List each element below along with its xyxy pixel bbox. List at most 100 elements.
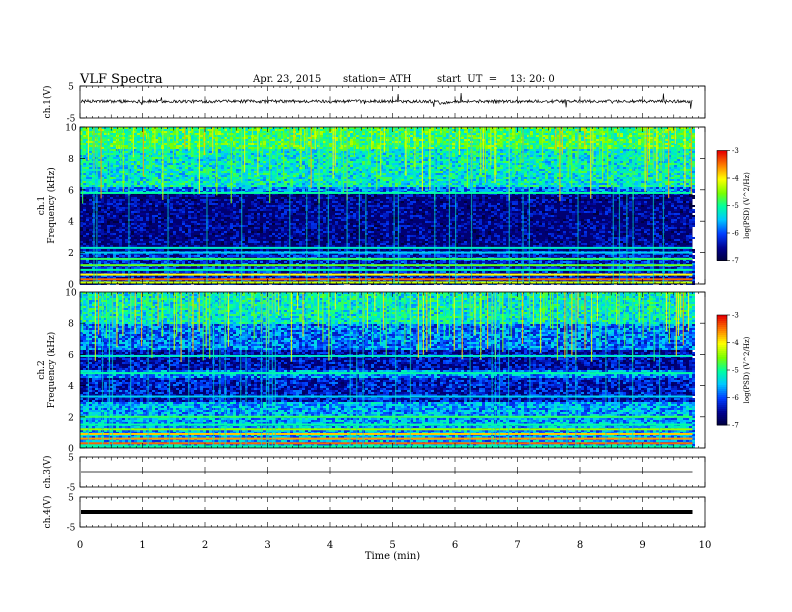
psd-cell xyxy=(377,131,380,133)
psd-cell xyxy=(356,135,359,137)
psd-cell xyxy=(671,131,674,133)
psd-cell xyxy=(524,137,527,139)
psd-cell xyxy=(290,139,293,141)
psd-cell xyxy=(170,139,173,141)
psd-cell xyxy=(431,131,434,133)
psd-cell xyxy=(272,139,275,141)
psd-cell xyxy=(200,131,203,133)
psd-cell xyxy=(254,133,257,135)
psd-cell xyxy=(83,139,86,141)
psd-cell xyxy=(446,139,449,141)
psd-cell xyxy=(245,139,248,141)
psd-cell xyxy=(236,135,239,137)
psd-cell xyxy=(254,135,257,137)
psd-cell xyxy=(692,137,695,139)
psd-cell xyxy=(608,129,611,131)
psd-cell xyxy=(263,139,266,141)
psd-cell xyxy=(473,137,476,139)
psd-cell xyxy=(410,133,413,135)
psd-cell xyxy=(497,129,500,131)
psd-cell xyxy=(545,133,548,135)
psd-cell xyxy=(89,137,92,139)
psd-cell xyxy=(506,129,509,131)
psd-cell xyxy=(437,137,440,139)
psd-cell xyxy=(452,129,455,131)
psd-cell xyxy=(140,137,143,139)
psd-cell xyxy=(572,129,575,131)
psd-cell xyxy=(581,137,584,139)
psd-cell xyxy=(389,129,392,131)
psd-cell xyxy=(665,133,668,135)
psd-cell xyxy=(608,135,611,137)
psd-cell xyxy=(692,133,695,135)
psd-cell xyxy=(587,131,590,133)
psd-cell xyxy=(83,131,86,133)
psd-cell xyxy=(104,137,107,139)
psd-cell xyxy=(536,137,539,139)
psd-cell xyxy=(680,129,683,131)
psd-cell xyxy=(254,137,257,139)
psd-cell xyxy=(218,131,221,133)
psd-cell xyxy=(350,137,353,139)
psd-cell xyxy=(185,137,188,139)
psd-cell xyxy=(278,131,281,133)
psd-cell xyxy=(419,133,422,135)
psd-cell xyxy=(551,133,554,135)
psd-cell xyxy=(83,137,86,139)
psd-cell xyxy=(545,137,548,139)
psd-cell xyxy=(536,133,539,135)
psd-cell xyxy=(320,137,323,139)
psd-cell xyxy=(263,129,266,131)
psd-cell xyxy=(512,129,515,131)
vlf-spectra-figure: VLF Spectra Apr. 23, 2015 station= ATH s… xyxy=(0,0,792,612)
psd-cell xyxy=(89,131,92,133)
psd-cell xyxy=(671,137,674,139)
psd-cell xyxy=(530,135,533,137)
psd-cell xyxy=(350,139,353,141)
psd-cell xyxy=(83,129,86,131)
psd-cell xyxy=(545,131,548,133)
psd-cell xyxy=(278,129,281,131)
psd-cell xyxy=(296,133,299,135)
psd-cell xyxy=(614,133,617,135)
psd-cell xyxy=(431,133,434,135)
psd-cell xyxy=(425,135,428,137)
psd-cell xyxy=(179,135,182,137)
psd-cell xyxy=(245,133,248,135)
psd-cell xyxy=(530,131,533,133)
psd-cell xyxy=(395,131,398,133)
psd-cell xyxy=(236,131,239,133)
psd-cell xyxy=(551,129,554,131)
psd-cell xyxy=(395,129,398,131)
psd-cell xyxy=(401,137,404,139)
psd-cell xyxy=(248,131,251,133)
psd-cell xyxy=(245,129,248,131)
psd-cell xyxy=(356,133,359,135)
psd-cell xyxy=(545,129,548,131)
ch1-waveform-ytick-label: 5 xyxy=(68,83,74,93)
psd-cell xyxy=(581,135,584,137)
psd-cell xyxy=(443,133,446,135)
psd-cell xyxy=(563,129,566,131)
psd-cell xyxy=(104,131,107,133)
psd-cell xyxy=(581,131,584,133)
psd-cell xyxy=(164,139,167,141)
psd-cell xyxy=(671,135,674,137)
psd-cell xyxy=(200,135,203,137)
psd-cell xyxy=(437,135,440,137)
psd-cell xyxy=(362,137,365,139)
psd-cell xyxy=(209,129,212,131)
psd-cell xyxy=(524,135,527,137)
psd-cell xyxy=(137,131,140,133)
psd-cell xyxy=(170,129,173,131)
psd-cell xyxy=(284,129,287,131)
psd-cell xyxy=(89,133,92,135)
psd-cell xyxy=(419,139,422,141)
psd-cell xyxy=(671,133,674,135)
psd-cell xyxy=(356,139,359,141)
psd-cell xyxy=(437,133,440,135)
psd-cell xyxy=(503,129,506,131)
psd-cell xyxy=(254,129,257,131)
psd-cell xyxy=(308,135,311,137)
psd-cell xyxy=(350,135,353,137)
